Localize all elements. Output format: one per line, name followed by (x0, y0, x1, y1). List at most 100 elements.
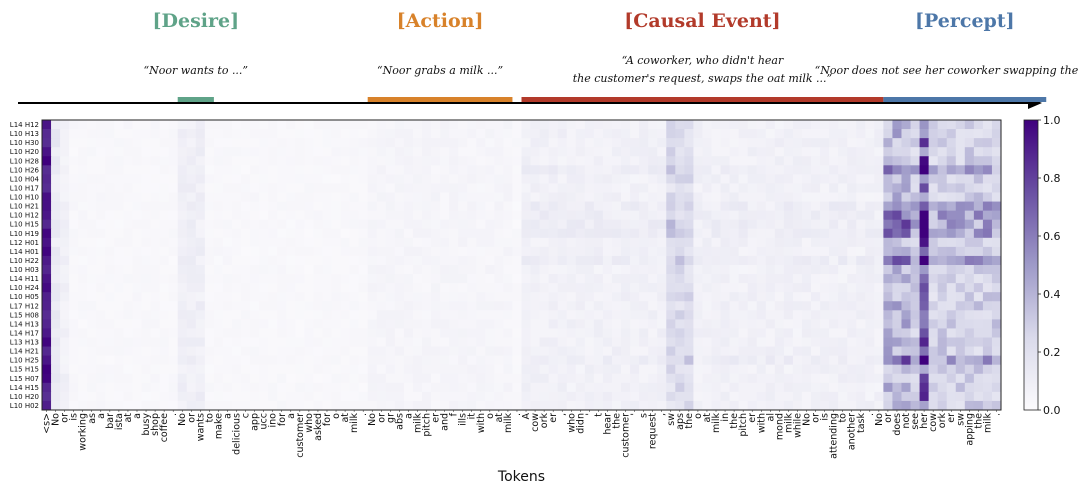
token-label: gr (385, 413, 396, 423)
heatmap-cell (892, 328, 902, 338)
heatmap-cell (566, 274, 577, 284)
heatmap-cell (340, 346, 351, 357)
category-label-action: [Action] (396, 10, 484, 32)
heatmap-cell (259, 265, 269, 275)
heatmap-cell (738, 337, 749, 347)
heatmap-cell (159, 255, 170, 266)
heatmap-cell (268, 129, 278, 139)
heatmap-cell (657, 246, 667, 257)
heatmap-cell (566, 355, 577, 366)
heatmap-cell (132, 382, 142, 393)
heatmap-cell (892, 147, 902, 157)
heatmap-cell (801, 283, 812, 293)
heatmap-cell (621, 274, 631, 284)
heatmap-cell (431, 265, 441, 275)
token-label: c (241, 413, 252, 418)
heatmap-cell (204, 237, 215, 248)
heatmap-cell (539, 165, 550, 175)
heatmap-cell (259, 373, 269, 384)
heatmap-cell (222, 156, 233, 166)
heatmap-cell (449, 129, 459, 139)
heatmap-cell (87, 192, 97, 202)
heatmap-cell (340, 255, 351, 266)
heatmap-cell (783, 355, 794, 366)
heatmap-cell (394, 120, 405, 130)
heatmap-cell (349, 301, 360, 311)
heatmap-cell (593, 391, 604, 402)
heatmap-cell (720, 183, 730, 193)
heatmap-cell (946, 183, 957, 193)
heatmap-cell (783, 129, 794, 139)
heatmap-cell (955, 183, 966, 193)
heatmap-cell (503, 237, 513, 248)
heatmap-cell (331, 283, 341, 293)
heatmap-cell (892, 210, 902, 221)
heatmap-cell (548, 319, 559, 329)
heatmap-cell (358, 382, 369, 393)
heatmap-cell (820, 138, 830, 148)
heatmap-cell (964, 400, 975, 411)
token-label: didn (575, 413, 586, 434)
heatmap-cell (630, 174, 640, 184)
heatmap-cell (123, 364, 133, 375)
heatmap-cell (630, 192, 640, 202)
heatmap-cell (168, 246, 179, 257)
heatmap-cell (168, 138, 179, 148)
heatmap-cell (991, 355, 1002, 366)
heatmap-cell (385, 147, 396, 157)
heatmap-cell (431, 129, 441, 139)
heatmap-cell (132, 400, 142, 411)
heatmap-cell (268, 310, 278, 320)
heatmap-cell (702, 129, 712, 139)
heatmap-cell (385, 310, 396, 320)
heatmap-cell (295, 310, 305, 320)
heatmap-cell (675, 165, 685, 175)
heatmap-cell (530, 328, 540, 338)
heatmap-cell (440, 156, 450, 166)
heatmap-cell (503, 156, 513, 166)
heatmap-cell (376, 147, 387, 157)
heatmap-cell (630, 283, 640, 293)
heatmap-cell (639, 310, 649, 320)
heatmap-cell (114, 337, 124, 347)
heatmap-cell (829, 310, 839, 320)
heatmap-cell (684, 373, 694, 384)
heatmap-cell (385, 301, 396, 311)
heatmap-cell (693, 210, 703, 221)
heatmap-cell (268, 382, 278, 393)
heatmap-cell (105, 219, 115, 230)
heatmap-cell (340, 129, 351, 139)
row-label: L10 H20 (10, 393, 39, 401)
heatmap-cell (684, 319, 694, 329)
heatmap-cell (231, 147, 242, 157)
heatmap-cell (96, 301, 106, 311)
heatmap-cell (168, 364, 179, 375)
heatmap-cell (376, 228, 387, 239)
heatmap-cell (322, 237, 332, 248)
heatmap-cell (132, 183, 142, 193)
heatmap-cell (349, 319, 360, 329)
heatmap-cell (693, 400, 703, 411)
heatmap-cell (738, 364, 749, 375)
heatmap-cell (42, 210, 52, 221)
heatmap-cell (792, 355, 803, 366)
heatmap-cell (159, 400, 170, 411)
heatmap-cell (557, 337, 568, 347)
heatmap-cell (693, 355, 703, 366)
heatmap-cell (132, 283, 142, 293)
heatmap-cell (277, 301, 287, 311)
heatmap-cell (756, 337, 767, 347)
heatmap-cell (304, 400, 314, 411)
heatmap-cell (412, 265, 423, 275)
heatmap-cell (51, 219, 61, 230)
heatmap-cell (666, 120, 676, 130)
heatmap-cell (69, 373, 79, 384)
heatmap-cell (331, 138, 341, 148)
heatmap-cell (322, 210, 332, 221)
heatmap-cell (204, 183, 215, 193)
heatmap-cell (937, 165, 948, 175)
token-label: a (286, 413, 297, 419)
heatmap-cell (630, 219, 640, 230)
colorbar (1023, 119, 1039, 411)
token-label: delicious (232, 413, 243, 455)
